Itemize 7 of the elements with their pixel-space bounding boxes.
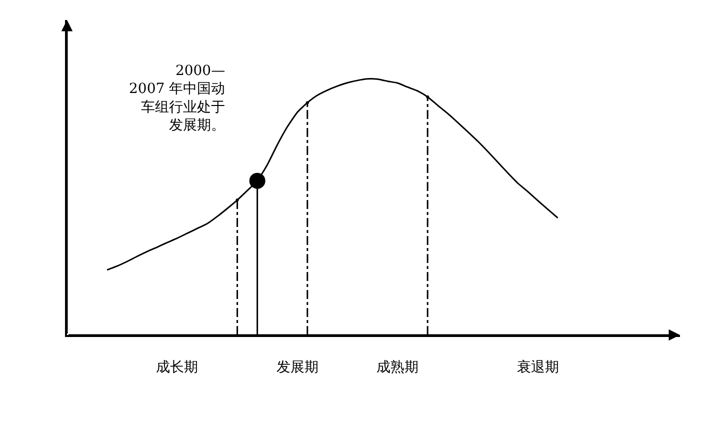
- x-tick-label: 成长期: [156, 360, 198, 376]
- point: [249, 172, 266, 189]
- point: [236, 198, 239, 202]
- annotation: 2000—2007 年中国动车组行业处于发展期。: [129, 63, 226, 134]
- x-tick-label: 衰退期: [516, 360, 559, 376]
- x-tick-label: 发展期: [276, 360, 318, 376]
- x-tick-label: 成熟期: [376, 360, 419, 376]
